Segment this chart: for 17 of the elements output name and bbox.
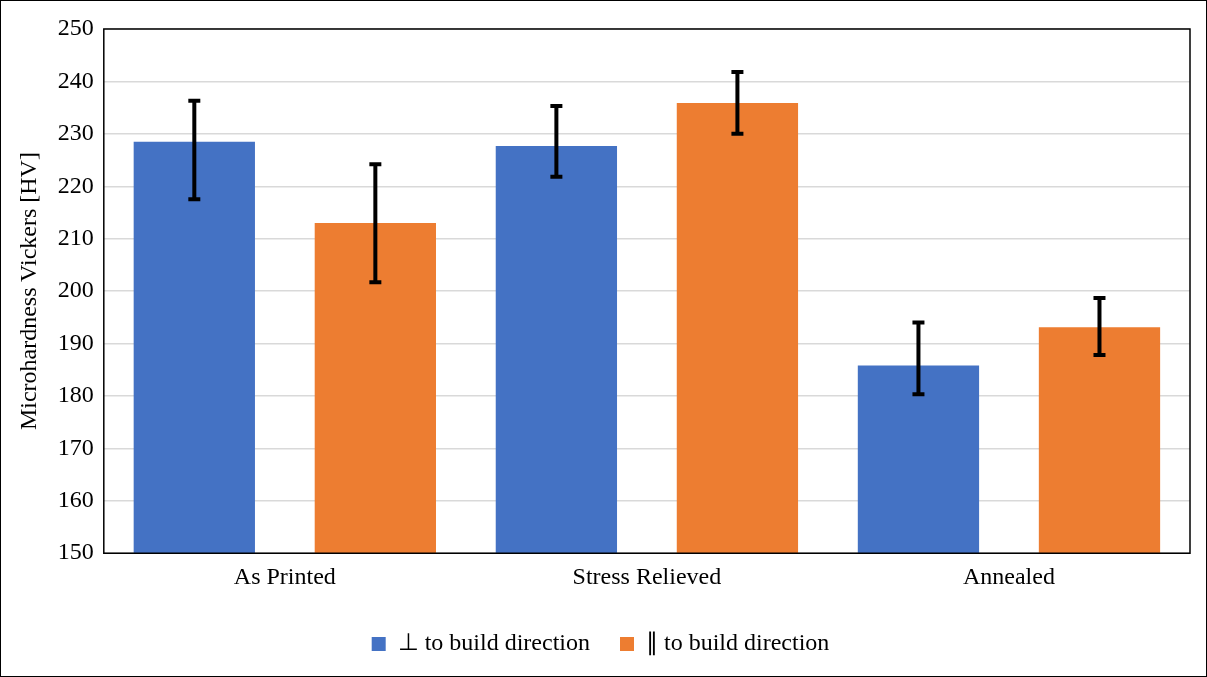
y-axis-title: Microhardness Vickers [HV] [14, 152, 41, 431]
legend-label: ∥ to build direction [646, 629, 830, 657]
y-tick-label: 150 [57, 538, 94, 565]
y-tick-label: 210 [57, 223, 94, 250]
y-tick-label: 230 [57, 119, 94, 146]
x-tick-label: As Printed [233, 562, 336, 589]
y-tick-label: 170 [57, 433, 94, 460]
y-tick-label: 240 [57, 66, 94, 93]
y-tick-label: 190 [57, 328, 94, 355]
x-tick-label: Stress Relieved [572, 562, 722, 589]
y-tick-label: 160 [57, 486, 94, 513]
legend-label: ⊥ to build direction [397, 629, 591, 656]
y-tick-label: 200 [57, 276, 94, 303]
y-tick-label: 220 [57, 171, 94, 198]
y-tick-label: 180 [57, 381, 94, 408]
x-tick-label: Annealed [962, 562, 1055, 589]
y-tick-label: 250 [57, 14, 94, 41]
